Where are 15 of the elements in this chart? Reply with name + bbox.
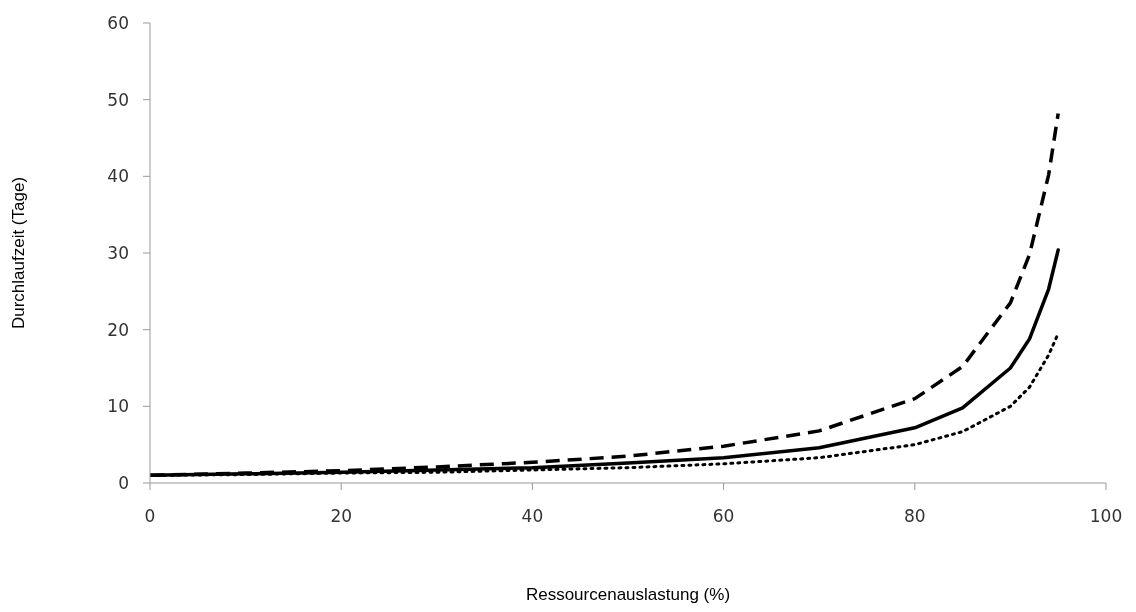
x-tick-label: 60 [712, 506, 735, 527]
y-tick-label: 10 [107, 396, 129, 417]
y-tick-label: 20 [107, 319, 129, 340]
x-tick-label: 40 [521, 506, 544, 527]
y-tick-label: 50 [107, 89, 129, 110]
y-tick-label: 60 [107, 13, 129, 34]
x-tick-label: 100 [1089, 506, 1123, 527]
x-tick-label: 0 [144, 506, 156, 527]
y-tick-label: 40 [107, 166, 129, 187]
y-axis-title: Durchlaufzeit (Tage) [9, 176, 29, 330]
x-tick-label: 20 [330, 506, 353, 527]
x-tick-label: 80 [903, 506, 926, 527]
x-axis-title: Ressourcenauslastung (%) [525, 585, 731, 604]
y-tick-label: 0 [118, 473, 129, 494]
y-tick-label: 30 [107, 243, 129, 264]
